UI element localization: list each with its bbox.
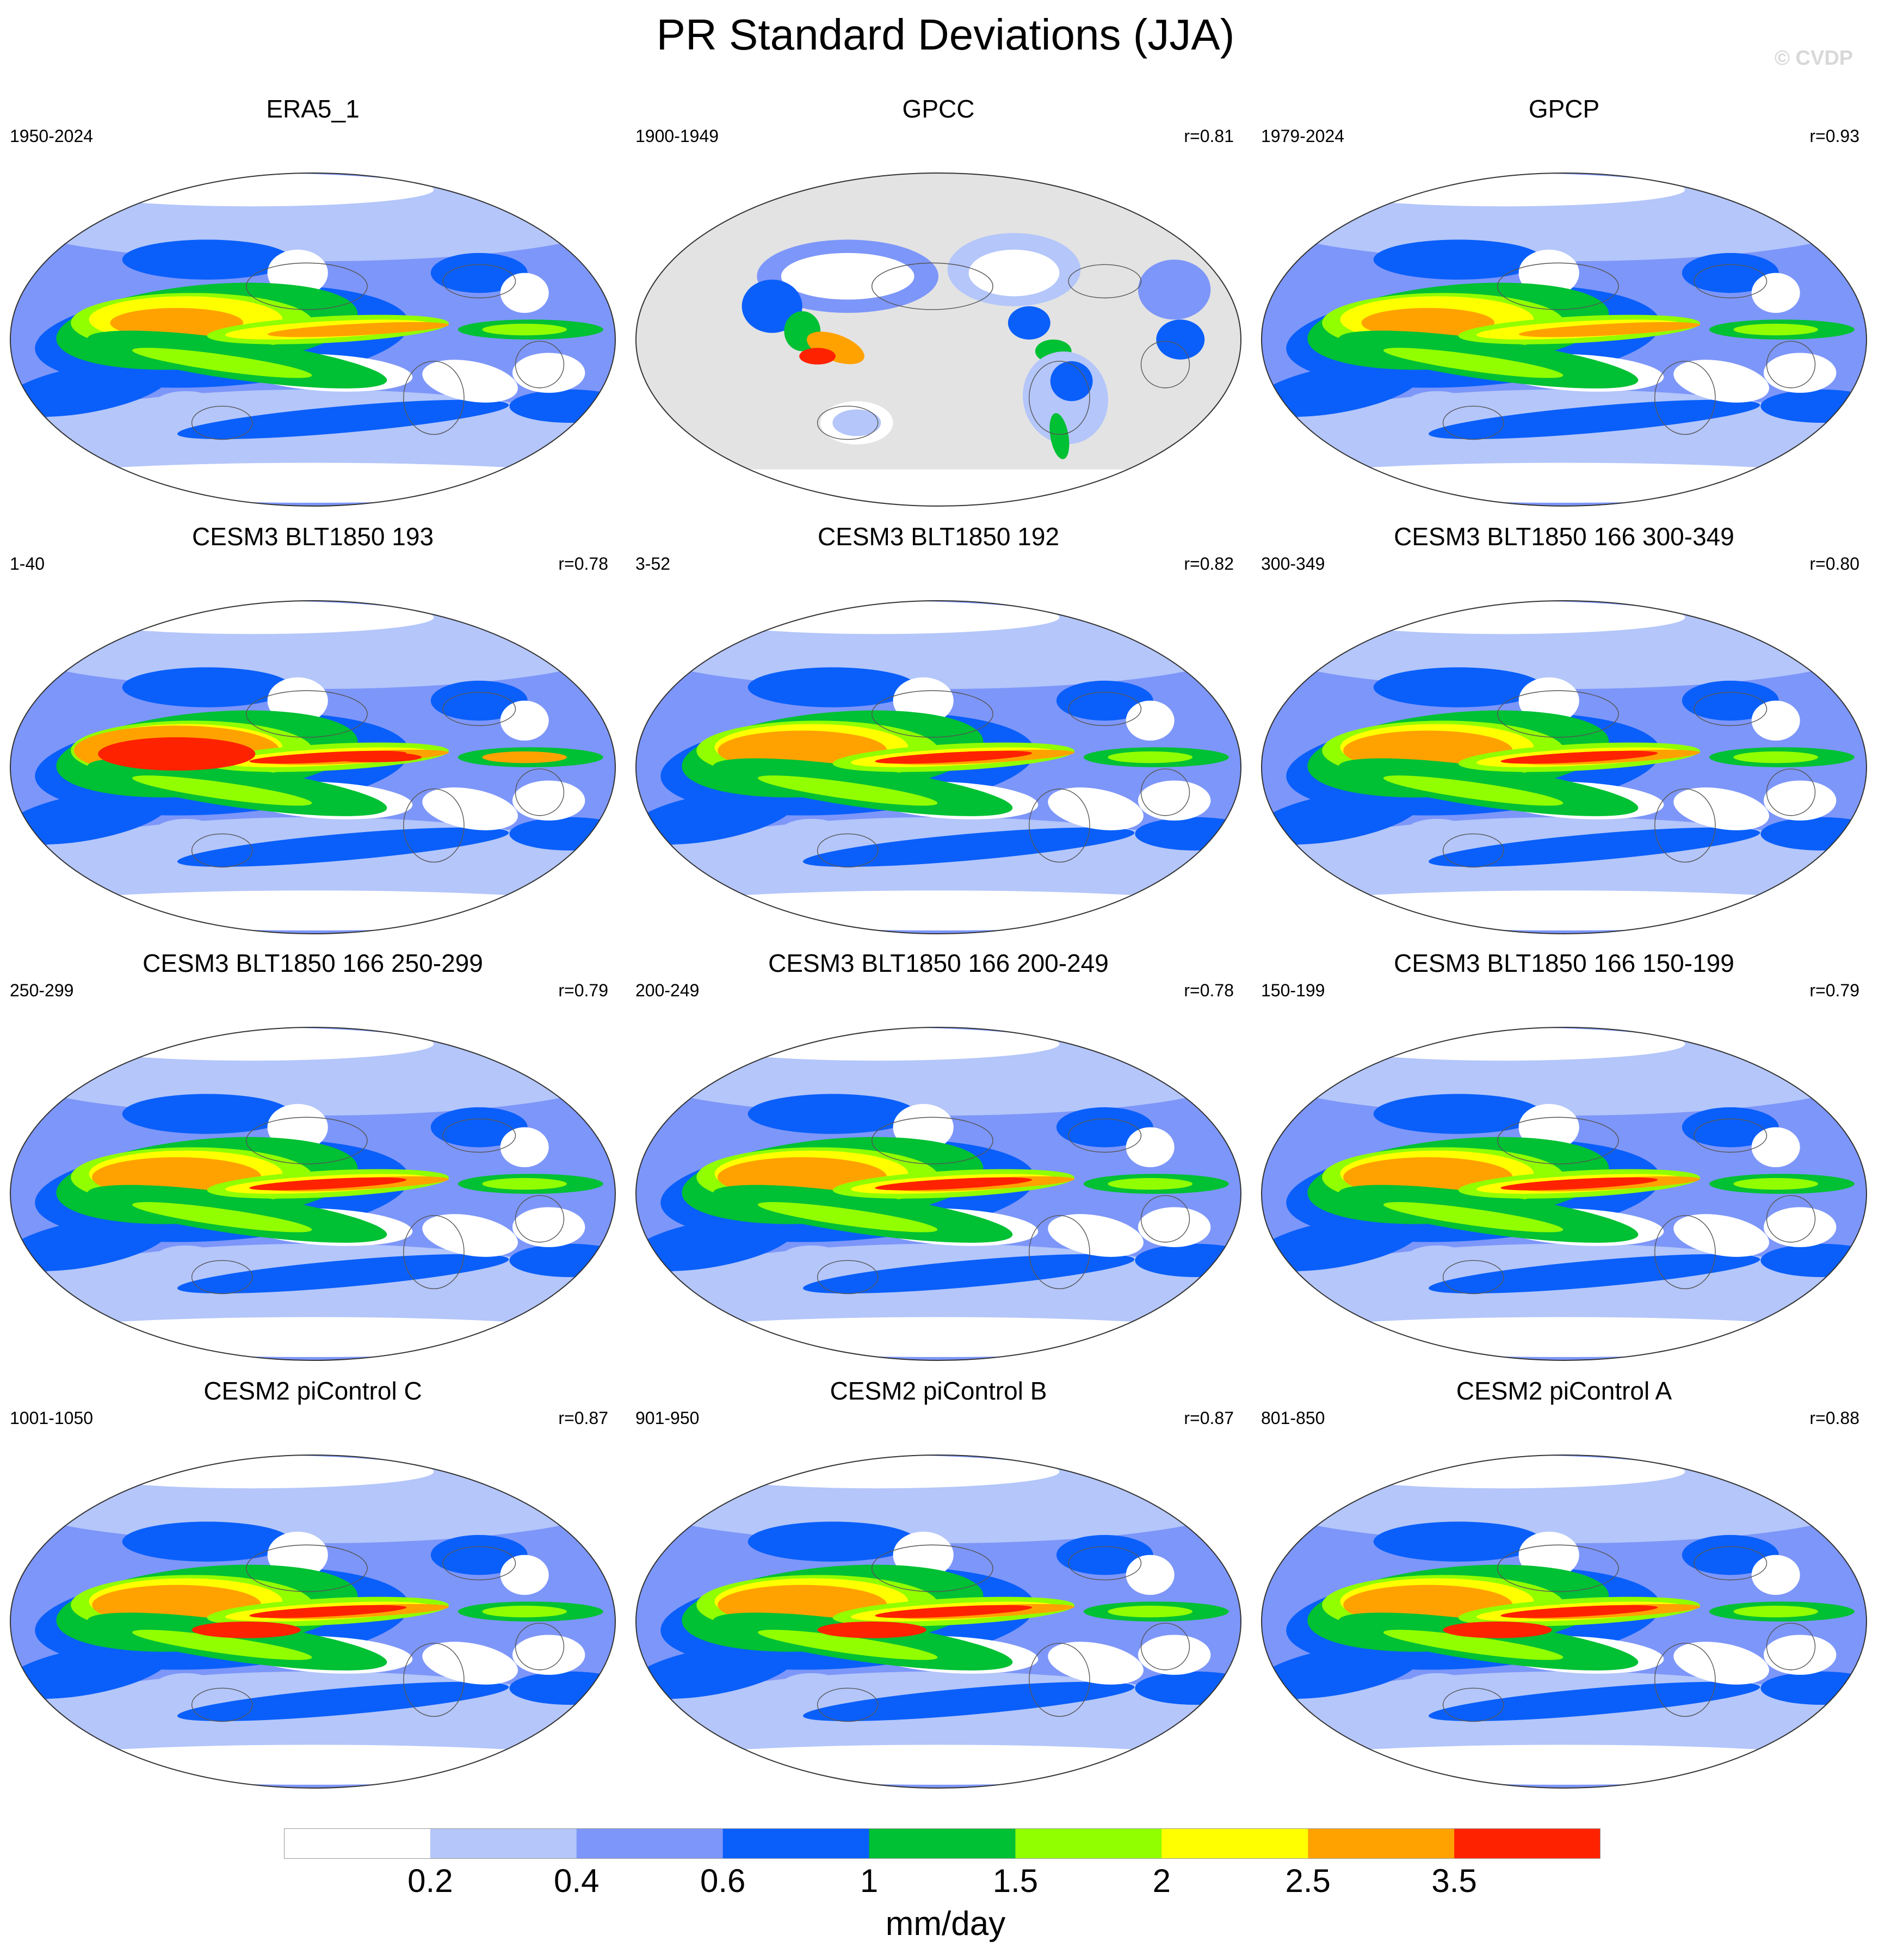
panel-period: 250-299 bbox=[10, 981, 74, 1000]
panel-period: 1979-2024 bbox=[1261, 126, 1345, 146]
panel-title: CESM2 piControl B bbox=[830, 1377, 1047, 1405]
colorbar-tick-label: 0.2 bbox=[407, 1863, 453, 1899]
colorbar-bin bbox=[722, 1828, 870, 1859]
panel-period: 1900-1949 bbox=[635, 126, 719, 146]
panel-title: GPCP bbox=[1528, 95, 1600, 123]
precip-std-map bbox=[10, 600, 616, 934]
colorbar-bin bbox=[576, 1828, 724, 1859]
colorbar-units: mm/day bbox=[885, 1905, 1006, 1943]
colorbar-tick-label: 3.5 bbox=[1431, 1863, 1477, 1899]
colorbar-tick-label: 0.6 bbox=[700, 1863, 746, 1899]
panel-title: CESM3 BLT1850 192 bbox=[817, 522, 1060, 551]
colorbar-bin bbox=[1015, 1828, 1162, 1859]
precip-std-map bbox=[10, 1454, 616, 1789]
precip-std-map bbox=[635, 1454, 1241, 1789]
panel-period: 3-52 bbox=[635, 554, 671, 574]
map-panel: CESM3 BLT1850 166 250-299 250-299 r=0.79 bbox=[0, 948, 626, 1372]
pattern-correlation: r=0.79 bbox=[1809, 981, 1859, 1000]
pattern-correlation: r=0.78 bbox=[1184, 981, 1234, 1000]
map-panel: GPCC 1900-1949 r=0.81 bbox=[626, 94, 1251, 518]
precip-std-map bbox=[1261, 172, 1867, 507]
map-panel: CESM3 BLT1850 166 300-349 300-349 r=0.80 bbox=[1251, 521, 1877, 946]
colorbar-bin bbox=[1454, 1828, 1600, 1859]
panel-title: CESM2 piControl A bbox=[1456, 1377, 1672, 1405]
panel-title: CESM3 BLT1850 166 200-249 bbox=[768, 949, 1109, 977]
map-panel: CESM3 BLT1850 166 150-199 150-199 r=0.79 bbox=[1251, 948, 1877, 1372]
pattern-correlation: r=0.88 bbox=[1809, 1408, 1859, 1428]
map-panel: GPCP 1979-2024 r=0.93 bbox=[1251, 94, 1877, 518]
figure-title: PR Standard Deviations (JJA) bbox=[656, 10, 1235, 59]
precip-std-map bbox=[1261, 1454, 1867, 1789]
panel-period: 300-349 bbox=[1261, 554, 1325, 574]
colorbar-tick-label: 2 bbox=[1152, 1863, 1171, 1899]
panel-title: GPCC bbox=[902, 95, 975, 123]
precip-std-map bbox=[1261, 1027, 1867, 1361]
colorbar-bin bbox=[430, 1828, 577, 1859]
pattern-correlation: r=0.87 bbox=[1184, 1408, 1234, 1428]
precip-std-map bbox=[10, 172, 616, 507]
panel-period: 200-249 bbox=[635, 981, 700, 1000]
pattern-correlation: r=0.78 bbox=[558, 554, 608, 574]
pattern-correlation: r=0.79 bbox=[558, 981, 608, 1000]
colorbar-bin bbox=[284, 1828, 431, 1859]
colorbar-tick-label: 1.5 bbox=[992, 1863, 1039, 1899]
map-panel: CESM2 piControl A 801-850 r=0.88 bbox=[1251, 1376, 1877, 1800]
panel-title: CESM3 BLT1850 166 300-349 bbox=[1394, 522, 1734, 551]
colorbar-bin bbox=[1308, 1828, 1455, 1859]
panel-title: CESM3 BLT1850 166 150-199 bbox=[1394, 949, 1734, 977]
colorbar bbox=[284, 1828, 1600, 1859]
panel-period: 1-40 bbox=[10, 554, 45, 574]
panel-title: ERA5_1 bbox=[266, 95, 360, 123]
pattern-correlation: r=0.87 bbox=[558, 1408, 608, 1428]
panel-period: 1001-1050 bbox=[10, 1408, 94, 1428]
pattern-correlation: r=0.80 bbox=[1809, 554, 1859, 574]
colorbar-bin bbox=[869, 1828, 1016, 1859]
panel-title: CESM3 BLT1850 166 250-299 bbox=[143, 949, 483, 977]
colorbar-tick-label: 0.4 bbox=[554, 1863, 600, 1899]
precip-std-map bbox=[10, 1027, 616, 1361]
panel-period: 801-850 bbox=[1261, 1408, 1325, 1428]
precip-std-map bbox=[635, 172, 1241, 507]
pattern-correlation: r=0.81 bbox=[1184, 126, 1234, 146]
precip-std-map bbox=[1261, 600, 1867, 934]
colorbar-tick-label: 1 bbox=[860, 1863, 879, 1899]
watermark: © CVDP bbox=[1775, 47, 1853, 70]
precip-std-map bbox=[635, 1027, 1241, 1361]
map-panel: CESM3 BLT1850 166 200-249 200-249 r=0.78 bbox=[626, 948, 1251, 1372]
map-panel: CESM3 BLT1850 192 3-52 r=0.82 bbox=[626, 521, 1251, 946]
panel-period: 1950-2024 bbox=[10, 126, 94, 146]
panel-period: 901-950 bbox=[635, 1408, 700, 1428]
panel-title: CESM2 piControl C bbox=[203, 1377, 422, 1405]
colorbar-tick-label: 2.5 bbox=[1285, 1863, 1331, 1899]
map-panel: CESM2 piControl B 901-950 r=0.87 bbox=[626, 1376, 1251, 1800]
panel-title: CESM3 BLT1850 193 bbox=[191, 522, 434, 551]
pattern-correlation: r=0.82 bbox=[1184, 554, 1234, 574]
colorbar-bin bbox=[1161, 1828, 1308, 1859]
map-panel: ERA5_1 1950-2024 bbox=[0, 94, 626, 518]
map-panel: CESM2 piControl C 1001-1050 r=0.87 bbox=[0, 1376, 626, 1800]
precip-std-map bbox=[635, 600, 1241, 934]
pattern-correlation: r=0.93 bbox=[1809, 126, 1859, 146]
panel-period: 150-199 bbox=[1261, 981, 1325, 1000]
map-panel: CESM3 BLT1850 193 1-40 r=0.78 bbox=[0, 521, 626, 946]
